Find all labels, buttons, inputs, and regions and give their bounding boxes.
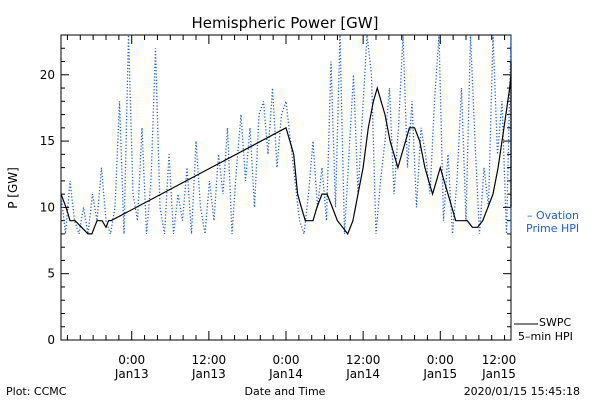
- x-tick-date-label: Jan14: [268, 367, 303, 381]
- x-tick-date-label: Jan14: [345, 367, 380, 381]
- x-tick-date-label: Jan13: [114, 367, 149, 381]
- x-tick-time-label: 12:00: [346, 353, 381, 367]
- footer-timestamp: 2020/01/15 15:45:18: [464, 385, 580, 398]
- y-axis: 0 5 10 15 20: [40, 34, 511, 347]
- x-tick-date-label: Jan15: [422, 367, 457, 381]
- legend-ovation-line2: Prime HPI: [526, 222, 579, 235]
- x-tick-date-label: Jan15: [481, 367, 516, 381]
- x-tick-time-label: 0:00: [118, 353, 145, 367]
- y-axis-label: P [GW]: [6, 167, 20, 209]
- x-axis-label: Date and Time: [245, 385, 326, 398]
- x-tick-time-label: 0:00: [273, 353, 300, 367]
- plot-frame: [60, 34, 512, 341]
- chart-title: Hemispheric Power [GW]: [192, 14, 379, 32]
- x-axis: 0:00Jan1312:00Jan130:00Jan1412:00Jan140:…: [66, 35, 517, 381]
- y-tick-label: 10: [40, 200, 55, 214]
- y-tick-label: 20: [40, 68, 55, 82]
- series-layer: [60, 34, 512, 236]
- footer-plot-credit: Plot: CCMC: [6, 385, 67, 398]
- x-tick-time-label: 12:00: [192, 353, 227, 367]
- x-tick-date-label: Jan13: [191, 367, 226, 381]
- ovation-prime-hpi-line: [60, 34, 512, 235]
- legend-swpc-line2: 5–min HPI: [518, 330, 573, 343]
- y-tick-label: 15: [40, 134, 55, 148]
- swpc-hpi-line: [60, 61, 512, 236]
- x-tick-time-label: 12:00: [482, 353, 517, 367]
- y-tick-label: 0: [47, 333, 55, 347]
- legend-ovation-line1: – Ovation: [527, 209, 579, 222]
- legend-swpc-line1: SWPC: [539, 316, 571, 329]
- y-tick-label: 5: [47, 267, 55, 281]
- x-tick-time-label: 0:00: [427, 353, 454, 367]
